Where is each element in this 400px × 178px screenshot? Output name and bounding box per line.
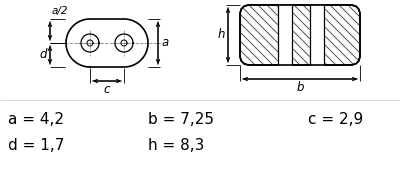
Bar xyxy=(310,5,324,65)
Text: d = 1,7: d = 1,7 xyxy=(8,138,64,153)
Text: a: a xyxy=(162,36,169,49)
FancyBboxPatch shape xyxy=(240,5,360,65)
Text: b: b xyxy=(296,81,304,94)
Text: a/2: a/2 xyxy=(52,6,68,16)
Text: h: h xyxy=(218,28,225,41)
Text: h = 8,3: h = 8,3 xyxy=(148,138,204,153)
Bar xyxy=(278,5,292,65)
Text: c = 2,9: c = 2,9 xyxy=(308,112,363,127)
Text: b = 7,25: b = 7,25 xyxy=(148,112,214,127)
Text: d: d xyxy=(40,48,47,62)
Text: a = 4,2: a = 4,2 xyxy=(8,112,64,127)
Text: c: c xyxy=(104,83,110,96)
